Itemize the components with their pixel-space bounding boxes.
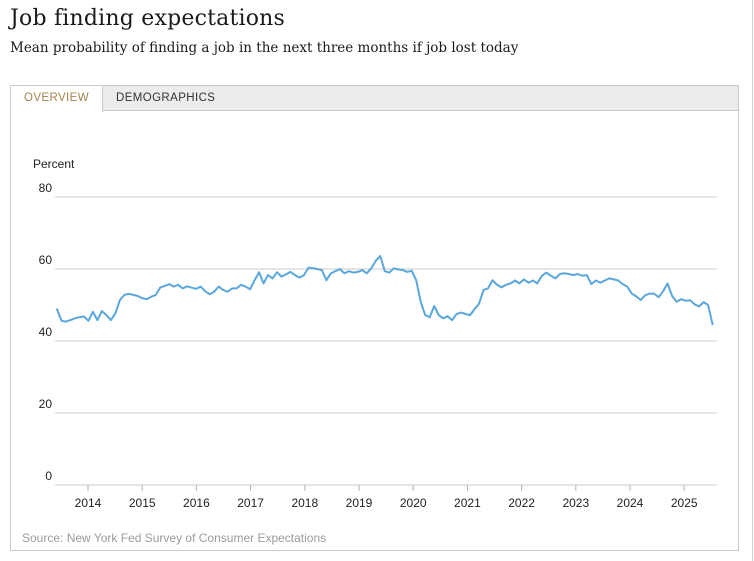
x-tick-label-2019: 2019	[346, 496, 373, 510]
y-tick-label-40: 40	[39, 325, 53, 339]
x-tick-label-2014: 2014	[75, 496, 102, 510]
chart-panel: 80 60 40 20 0 Percent 2014 2015 2016 2017 2018 2019…	[10, 111, 739, 551]
x-tick-label-2023: 2023	[562, 496, 589, 510]
x-tick-label-2015: 2015	[129, 496, 156, 510]
x-tick-label-2022: 2022	[508, 496, 535, 510]
tab-demographics[interactable]: DEMOGRAPHICS	[115, 92, 216, 104]
y-axis-unit-label: Percent	[33, 157, 75, 171]
tab-bar: OVERVIEW DEMOGRAPHICS	[10, 85, 739, 112]
chart-svg: 80 60 40 20 0 Percent 2014 2015 2016 2017 2018 2019…	[33, 157, 717, 510]
source-note: Source: New York Fed Survey of Consumer …	[22, 531, 327, 545]
series-line	[56, 255, 714, 326]
x-tick-label-2020: 2020	[400, 496, 427, 510]
y-tick-label-20: 20	[39, 397, 53, 411]
tab-overview[interactable]: OVERVIEW	[11, 86, 103, 112]
chart-header: Job finding expectations Mean probabilit…	[10, 6, 730, 56]
x-tick-label-2021: 2021	[454, 496, 481, 510]
y-tick-label-0: 0	[45, 469, 52, 483]
x-tick-label-2025: 2025	[671, 496, 698, 510]
x-tick-label-2017: 2017	[237, 496, 264, 510]
x-tick-label-2016: 2016	[183, 496, 210, 510]
y-tick-label-80: 80	[39, 181, 53, 195]
window-right-edge	[752, 0, 753, 561]
x-tick-label-2024: 2024	[617, 496, 644, 510]
y-tick-label-60: 60	[39, 253, 53, 267]
page-title: Job finding expectations	[10, 6, 286, 31]
page-subtitle: Mean probability of finding a job in the…	[10, 40, 519, 56]
x-tick-label-2018: 2018	[291, 496, 318, 510]
